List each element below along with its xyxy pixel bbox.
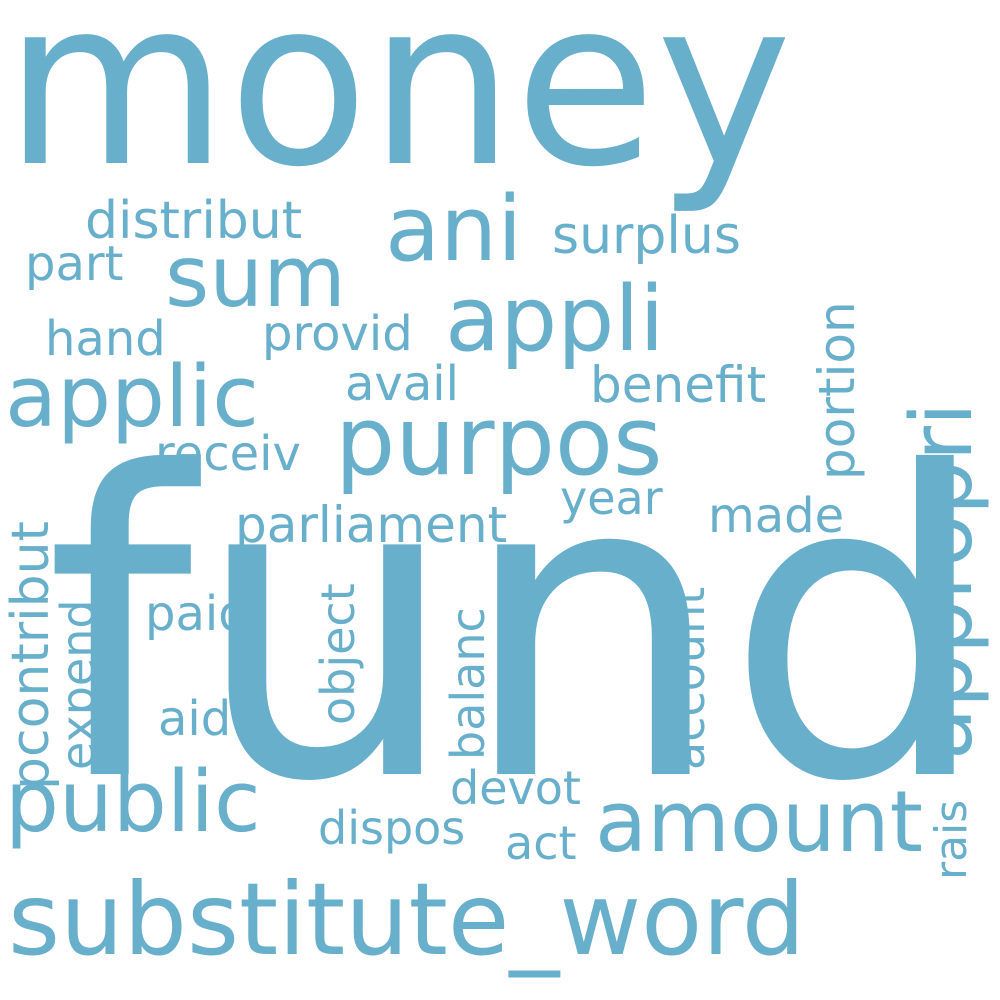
word-surplus: surplus xyxy=(552,206,741,266)
word-sum: sum xyxy=(165,228,346,327)
word-parliament: parliament xyxy=(235,496,508,554)
word-dispos: dispos xyxy=(318,801,466,855)
word-amount: amount xyxy=(595,773,923,872)
word-expend: expend xyxy=(51,599,105,770)
word-balanc: balanc xyxy=(441,607,495,760)
word-distribut: distribut xyxy=(85,191,303,251)
word-substitute-word: substitute_word xyxy=(8,861,806,978)
word-made: made xyxy=(708,488,845,544)
word-appli: appli xyxy=(445,267,665,372)
word-aid: aid xyxy=(158,691,232,747)
word-account: account xyxy=(661,586,715,770)
word-object: object xyxy=(311,583,365,725)
word-fund: fund xyxy=(45,385,992,874)
word-purpos: purpos xyxy=(335,387,663,497)
word-receiv: receiv xyxy=(155,426,301,482)
word-devot: devot xyxy=(450,761,581,815)
word-money: money xyxy=(4,0,793,218)
word-avail: avail xyxy=(345,356,459,412)
word-benefit: benefit xyxy=(590,356,767,414)
word-pcontribut: pcontribut xyxy=(1,521,61,790)
word-provid: provid xyxy=(262,306,413,362)
word-year: year xyxy=(560,471,663,525)
word-applic: applic xyxy=(5,348,259,447)
word-paid: paid xyxy=(145,586,249,642)
word-appropri: appropri xyxy=(893,402,992,760)
word-hand: hand xyxy=(45,311,166,367)
word-public: public xyxy=(5,753,261,852)
word-ani: ani xyxy=(385,177,523,282)
word-rais: rais xyxy=(926,799,977,880)
word-part: part xyxy=(25,236,124,292)
word-portion: portion xyxy=(808,301,866,480)
word-act: act xyxy=(505,816,577,870)
